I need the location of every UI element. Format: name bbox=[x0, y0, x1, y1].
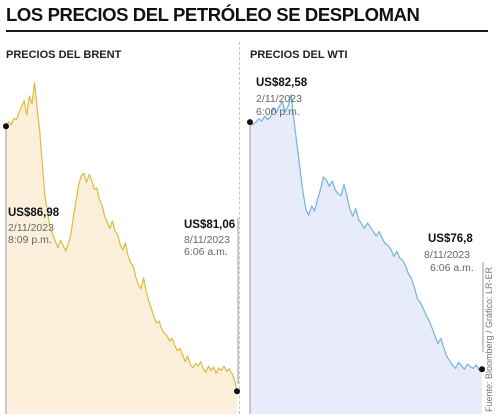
brent-start-time: 8:09 p.m. bbox=[8, 234, 52, 246]
brent-start-point bbox=[3, 123, 9, 130]
brent-series-line bbox=[5, 82, 238, 392]
wti-area-fill bbox=[250, 94, 482, 415]
headline: LOS PRECIOS DEL PETRÓLEO SE DESPLOMAN bbox=[6, 4, 420, 25]
brent-end-price: US$81,06 bbox=[184, 219, 236, 231]
wti-start-price: US$82,58 bbox=[256, 77, 308, 89]
wti-end-point bbox=[479, 366, 485, 373]
wti-series-line bbox=[249, 94, 483, 371]
wti-end-date: 8/11/2023 bbox=[424, 249, 470, 261]
panel-divider bbox=[239, 42, 240, 414]
source-credit: Fuente: Bloomberg / Gráfico: LR-ER bbox=[484, 266, 494, 412]
brent-end-date: 8/11/2023 bbox=[184, 234, 230, 246]
brent-start-date: 2/11/2023 bbox=[8, 222, 54, 234]
brent-end-time: 6:06 a.m. bbox=[184, 246, 228, 258]
wti-end-price: US$76,8 bbox=[428, 233, 473, 245]
wti-start-point bbox=[247, 119, 253, 126]
wti-panel-title: PRECIOS DEL WTI bbox=[250, 49, 348, 61]
wti-start-date: 2/11/2023 bbox=[256, 93, 302, 105]
wti-start-time: 6:00 p.m. bbox=[256, 106, 300, 118]
brent-panel-title: PRECIOS DEL BRENT bbox=[6, 49, 122, 61]
brent-end-point bbox=[234, 388, 240, 395]
headline-rule bbox=[6, 30, 488, 32]
wti-chart bbox=[247, 94, 485, 415]
wti-end-time: 6:06 a.m. bbox=[430, 262, 474, 274]
brent-chart bbox=[3, 82, 240, 414]
brent-start-price: US$86,98 bbox=[8, 207, 60, 219]
